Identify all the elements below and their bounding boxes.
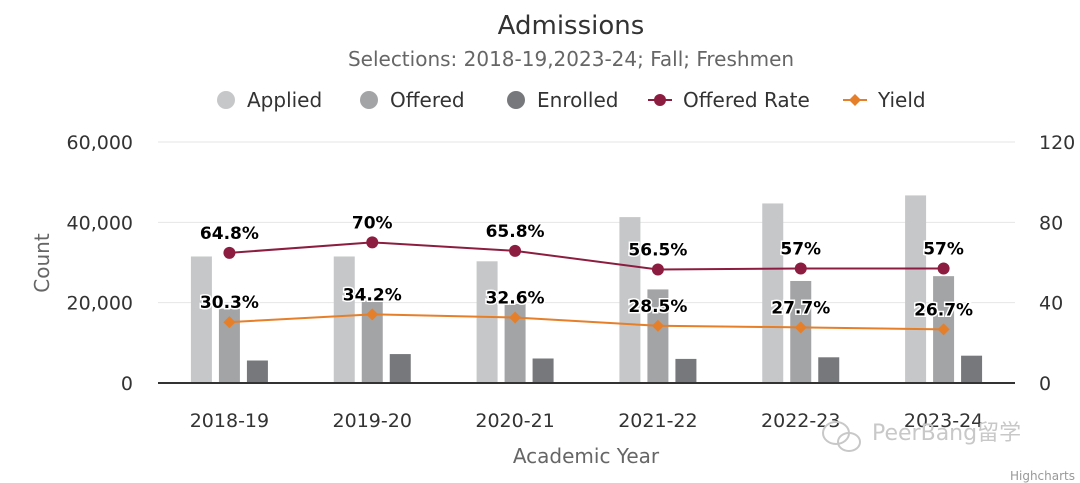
chart-title: Admissions xyxy=(498,11,645,41)
point-yield xyxy=(223,316,236,329)
legend-label: Yield xyxy=(877,88,926,112)
legend-item-yield[interactable]: Yield xyxy=(843,88,926,112)
legend-swatch xyxy=(217,91,235,109)
bar-series-group xyxy=(190,195,983,383)
data-label-offered-rate: 65.8% xyxy=(486,222,545,242)
legend-item-applied[interactable]: Applied xyxy=(217,88,322,112)
y-tick-label: 60,000 xyxy=(67,132,133,154)
bar-enrolled xyxy=(246,360,268,383)
point-offered-rate xyxy=(937,262,950,275)
y-tick-label: 20,000 xyxy=(67,293,133,315)
data-label-offered-rate: 57% xyxy=(780,240,821,260)
legend-label: Offered Rate xyxy=(683,88,810,112)
data-label-yield: 26.7% xyxy=(914,300,973,320)
y2-tick-label: 120 xyxy=(1039,132,1075,154)
line-offered-rate xyxy=(229,241,944,271)
data-label-offered-rate: 70% xyxy=(352,213,393,233)
data-label-yield: 32.6% xyxy=(486,289,545,309)
x-tick-label: 2019-20 xyxy=(333,410,412,432)
bar-offered xyxy=(361,300,383,383)
bar-enrolled xyxy=(389,354,411,383)
bar-applied xyxy=(762,203,784,383)
x-tick-label: 2023-24 xyxy=(904,410,983,432)
bar-applied xyxy=(619,217,641,383)
data-label-offered-rate: 64.8% xyxy=(200,224,259,244)
y-tick-label: 0 xyxy=(121,373,133,395)
data-labels: 64.8% 70% 65.8% 56.5% 57% 57% 30.3% 34.2% 32.6% 2… xyxy=(198,212,974,322)
y-axis-title: Count xyxy=(30,233,54,293)
bar-offered xyxy=(647,289,669,383)
x-tick-label: 2020-21 xyxy=(475,410,554,432)
legend-swatch xyxy=(360,91,378,109)
legend-item-offered-rate[interactable]: Offered Rate xyxy=(648,88,810,112)
bar-applied xyxy=(333,256,355,383)
line-yield xyxy=(229,313,944,331)
bar-offered xyxy=(504,303,526,383)
legend-swatch xyxy=(849,94,861,106)
bar-applied xyxy=(476,261,498,383)
data-label-yield: 27.7% xyxy=(771,298,830,318)
legend-label: Offered xyxy=(390,88,465,112)
y2-tick-label: 80 xyxy=(1039,212,1063,234)
chart-subtitle: Selections: 2018-19,2023-24; Fall; Fresh… xyxy=(348,47,794,71)
point-offered-rate xyxy=(651,263,664,276)
watermark: PeerBang留学 xyxy=(822,421,1021,452)
y2-tick-label: 40 xyxy=(1039,293,1063,315)
data-label-yield: 30.3% xyxy=(200,293,259,313)
point-yield xyxy=(794,321,807,334)
gridlines xyxy=(158,141,1015,304)
point-yield xyxy=(651,319,664,332)
bar-enrolled xyxy=(818,357,840,383)
point-offered-rate xyxy=(509,244,522,257)
legend-label: Applied xyxy=(247,88,322,112)
x-axis-title: Academic Year xyxy=(513,444,660,468)
legend[interactable]: Applied Offered Enrolled Offered Rate Yield xyxy=(217,88,926,112)
bar-applied xyxy=(905,195,927,383)
data-label-yield: 28.5% xyxy=(628,297,687,317)
bar-applied xyxy=(190,256,212,383)
point-yield xyxy=(937,323,950,336)
y-tick-label: 40,000 xyxy=(67,212,133,234)
data-label-yield: 34.2% xyxy=(343,285,402,305)
axes: 0 20,000 40,000 60,000 0 40 80 120 2018-19 2019-2… xyxy=(67,132,1076,432)
point-offered-rate xyxy=(223,246,236,259)
point-yield xyxy=(366,308,379,321)
legend-item-enrolled[interactable]: Enrolled xyxy=(507,88,618,112)
data-label-offered-rate: 57% xyxy=(923,240,964,260)
y2-tick-label: 0 xyxy=(1039,373,1051,395)
point-offered-rate xyxy=(794,262,807,275)
credits-link[interactable]: Highcharts xyxy=(1010,469,1075,483)
point-offered-rate xyxy=(366,236,379,249)
bar-offered xyxy=(218,308,240,383)
bar-enrolled xyxy=(532,358,554,383)
watermark-text: PeerBang留学 xyxy=(872,421,1021,446)
data-label-offered-rate: 56.5% xyxy=(628,241,687,261)
x-tick-label: 2022-23 xyxy=(761,410,840,432)
line-series-group xyxy=(223,236,950,336)
legend-swatch xyxy=(507,91,525,109)
legend-swatch xyxy=(654,94,666,106)
bar-enrolled xyxy=(961,355,983,383)
legend-label: Enrolled xyxy=(537,88,618,112)
wechat-icon xyxy=(822,421,861,452)
x-tick-label: 2018-19 xyxy=(190,410,269,432)
legend-item-offered[interactable]: Offered xyxy=(360,88,465,112)
point-yield xyxy=(509,311,522,324)
x-tick-label: 2021-22 xyxy=(618,410,697,432)
bar-enrolled xyxy=(675,358,697,383)
